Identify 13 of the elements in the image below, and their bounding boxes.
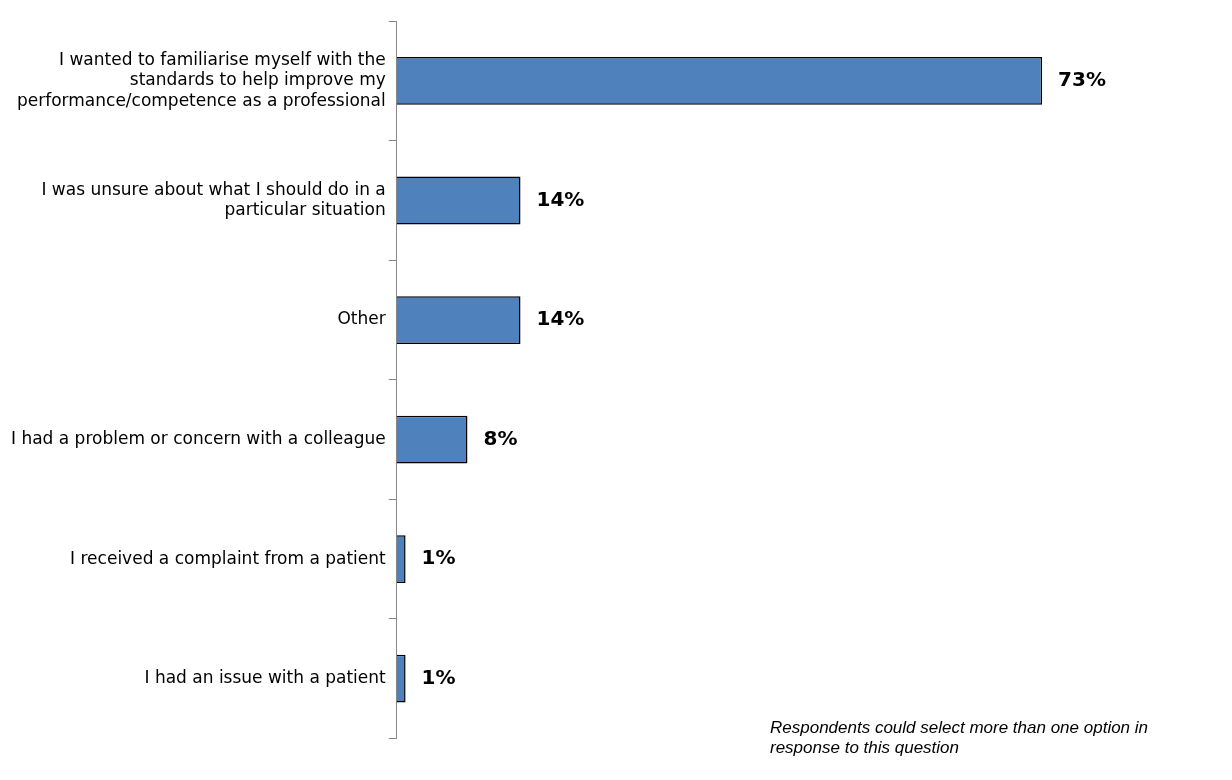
data-label: 8%: [483, 425, 518, 450]
data-label: 1%: [421, 545, 456, 570]
y-tick-label: Other: [337, 308, 386, 329]
data-label: 73%: [1058, 67, 1106, 92]
y-tick-label: I received a complaint from a patient: [70, 547, 387, 568]
y-tick-label: I was unsure about what I should do in a particular situation: [41, 178, 386, 220]
y-tick-label: I had a problem or concern with a colleague: [11, 427, 386, 448]
data-label: 1%: [421, 664, 456, 689]
data-label: 14%: [536, 306, 585, 331]
y-tick-label: I had an issue with a patient: [144, 667, 387, 688]
annotation: Respondents could select more than one option in response to this question: [770, 718, 1150, 758]
y-tick-label: I wanted to familiarise myself with the standards to help improve my performance/competence as a professional: [16, 48, 386, 110]
data-label: 14%: [536, 186, 585, 211]
